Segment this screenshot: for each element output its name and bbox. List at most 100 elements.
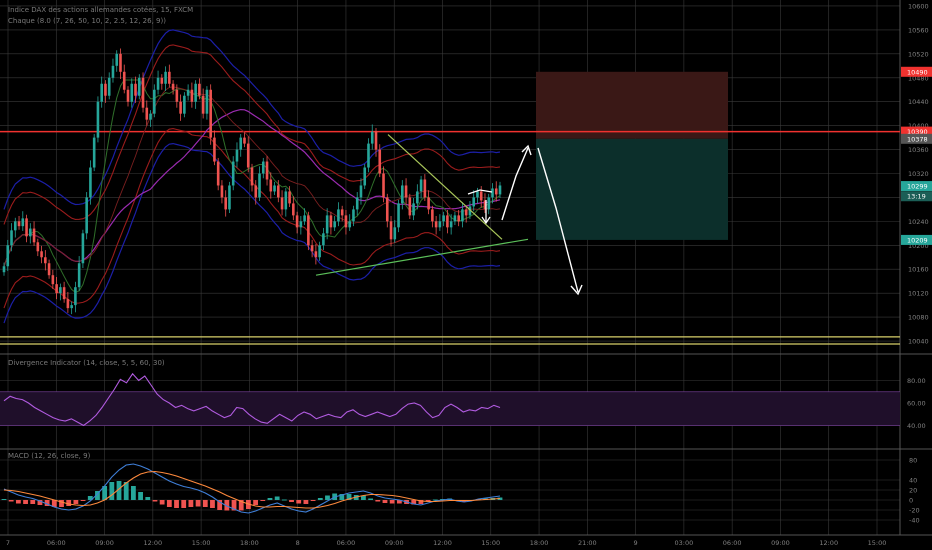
macd-histogram-bar	[73, 500, 79, 504]
projection-arrow-head	[521, 144, 532, 156]
macd-histogram-bar	[145, 497, 151, 500]
stop-loss-zone	[536, 71, 728, 139]
price-tag-label: 10390	[907, 128, 928, 136]
candle-body	[81, 233, 85, 264]
candle-body	[201, 95, 205, 114]
candle-body	[231, 161, 235, 186]
candle-body	[288, 191, 291, 204]
macd-histogram-bar	[238, 500, 244, 511]
price-tag-box	[901, 234, 932, 245]
candle-body	[258, 173, 261, 198]
time-tick-label: 06:00	[337, 539, 356, 547]
candle-body	[77, 263, 81, 288]
candle-body	[325, 215, 329, 234]
price-tick-label: 10440	[908, 98, 929, 106]
candle-body	[134, 83, 137, 96]
macd-histogram-bar	[37, 500, 43, 505]
candle-body	[111, 65, 115, 78]
candle-body	[66, 299, 70, 309]
candle-body	[277, 185, 280, 198]
macd-histogram-bar	[289, 500, 294, 502]
candle-body	[265, 161, 269, 180]
candle-body	[382, 173, 385, 198]
time-tick-label: 15:00	[192, 539, 211, 547]
macd-histogram-bar	[267, 498, 273, 500]
macd-histogram-bar	[303, 500, 309, 504]
candle-body	[137, 77, 141, 96]
candle-body	[89, 167, 92, 198]
candle-body	[295, 215, 299, 228]
price-tick-label: 10600	[908, 2, 929, 10]
candle-body	[427, 197, 430, 210]
candle-body	[209, 89, 212, 138]
macd-histogram-bar	[253, 500, 258, 505]
macd-histogram-bar	[224, 500, 230, 511]
candle-body	[250, 167, 254, 186]
price-tag-label: 10378	[907, 135, 928, 143]
macd-histogram-bar	[102, 486, 108, 500]
candle-body	[348, 221, 351, 228]
candle-body	[453, 215, 457, 222]
candle-body	[40, 251, 43, 258]
rsi-tick-label: 60.00	[907, 400, 926, 408]
candle-body	[126, 89, 130, 102]
price-tick-label: 10080	[908, 314, 929, 322]
macd-legend: MACD (12, 26, close, 9)	[8, 452, 91, 460]
rsi-line	[3, 372, 501, 427]
time-tick-label: 09:00	[385, 539, 404, 547]
price-tag-box	[901, 191, 932, 202]
price-tag-box	[901, 181, 932, 192]
candle-body	[59, 287, 62, 294]
price-tag-label: 13:19	[907, 193, 926, 201]
candle-body	[130, 83, 134, 102]
candle-body	[446, 215, 449, 228]
candle-body	[13, 221, 17, 231]
macd-histogram-bar	[325, 495, 330, 500]
candle-body	[352, 209, 355, 222]
price-tick-label: 10400	[908, 122, 929, 130]
candle-body	[389, 221, 393, 240]
candle-body	[494, 188, 498, 195]
projection-arrow-up	[501, 147, 529, 221]
macd-histogram-bar	[382, 500, 388, 503]
price-tag-label: 10490	[907, 68, 928, 76]
macd-histogram-bar	[1, 499, 7, 500]
candle-body	[104, 83, 107, 96]
macd-histogram-bar	[425, 500, 431, 502]
candle-body	[10, 230, 13, 246]
time-tick-label: 03:00	[675, 539, 694, 547]
candle-body	[183, 95, 186, 114]
candle-body	[479, 191, 483, 201]
macd-histogram-bar	[51, 500, 57, 507]
candle-body	[220, 185, 224, 198]
macd-histogram-bar	[138, 492, 143, 500]
macd-histogram-bar	[66, 500, 72, 506]
macd-histogram-bar	[389, 500, 395, 504]
candle-body	[44, 257, 47, 264]
candle-body	[374, 131, 378, 150]
macd-tick-label: -40	[909, 517, 920, 525]
candle-body	[25, 218, 28, 237]
signal-line	[3, 470, 501, 509]
candle-body	[243, 137, 246, 144]
candle-body	[464, 209, 468, 216]
macd-histogram-bar	[130, 486, 136, 500]
time-tick-label: 06:00	[47, 539, 66, 547]
projection-arrow	[467, 189, 493, 195]
macd-histogram-bar	[260, 500, 266, 501]
macd-histogram-bar	[281, 499, 287, 501]
projection-arrow-down	[537, 147, 579, 293]
candle-body	[314, 251, 318, 258]
price-tick-label: 10200	[908, 242, 929, 250]
candle-body	[164, 71, 167, 84]
macd-histogram-bar	[310, 500, 316, 501]
candle-body	[404, 185, 408, 198]
macd-histogram-bar	[152, 500, 158, 502]
price-tick-label: 10560	[908, 26, 929, 34]
candle-body	[472, 197, 475, 207]
candle-body	[74, 287, 77, 306]
candle-body	[393, 227, 397, 240]
candle-body	[355, 197, 359, 210]
